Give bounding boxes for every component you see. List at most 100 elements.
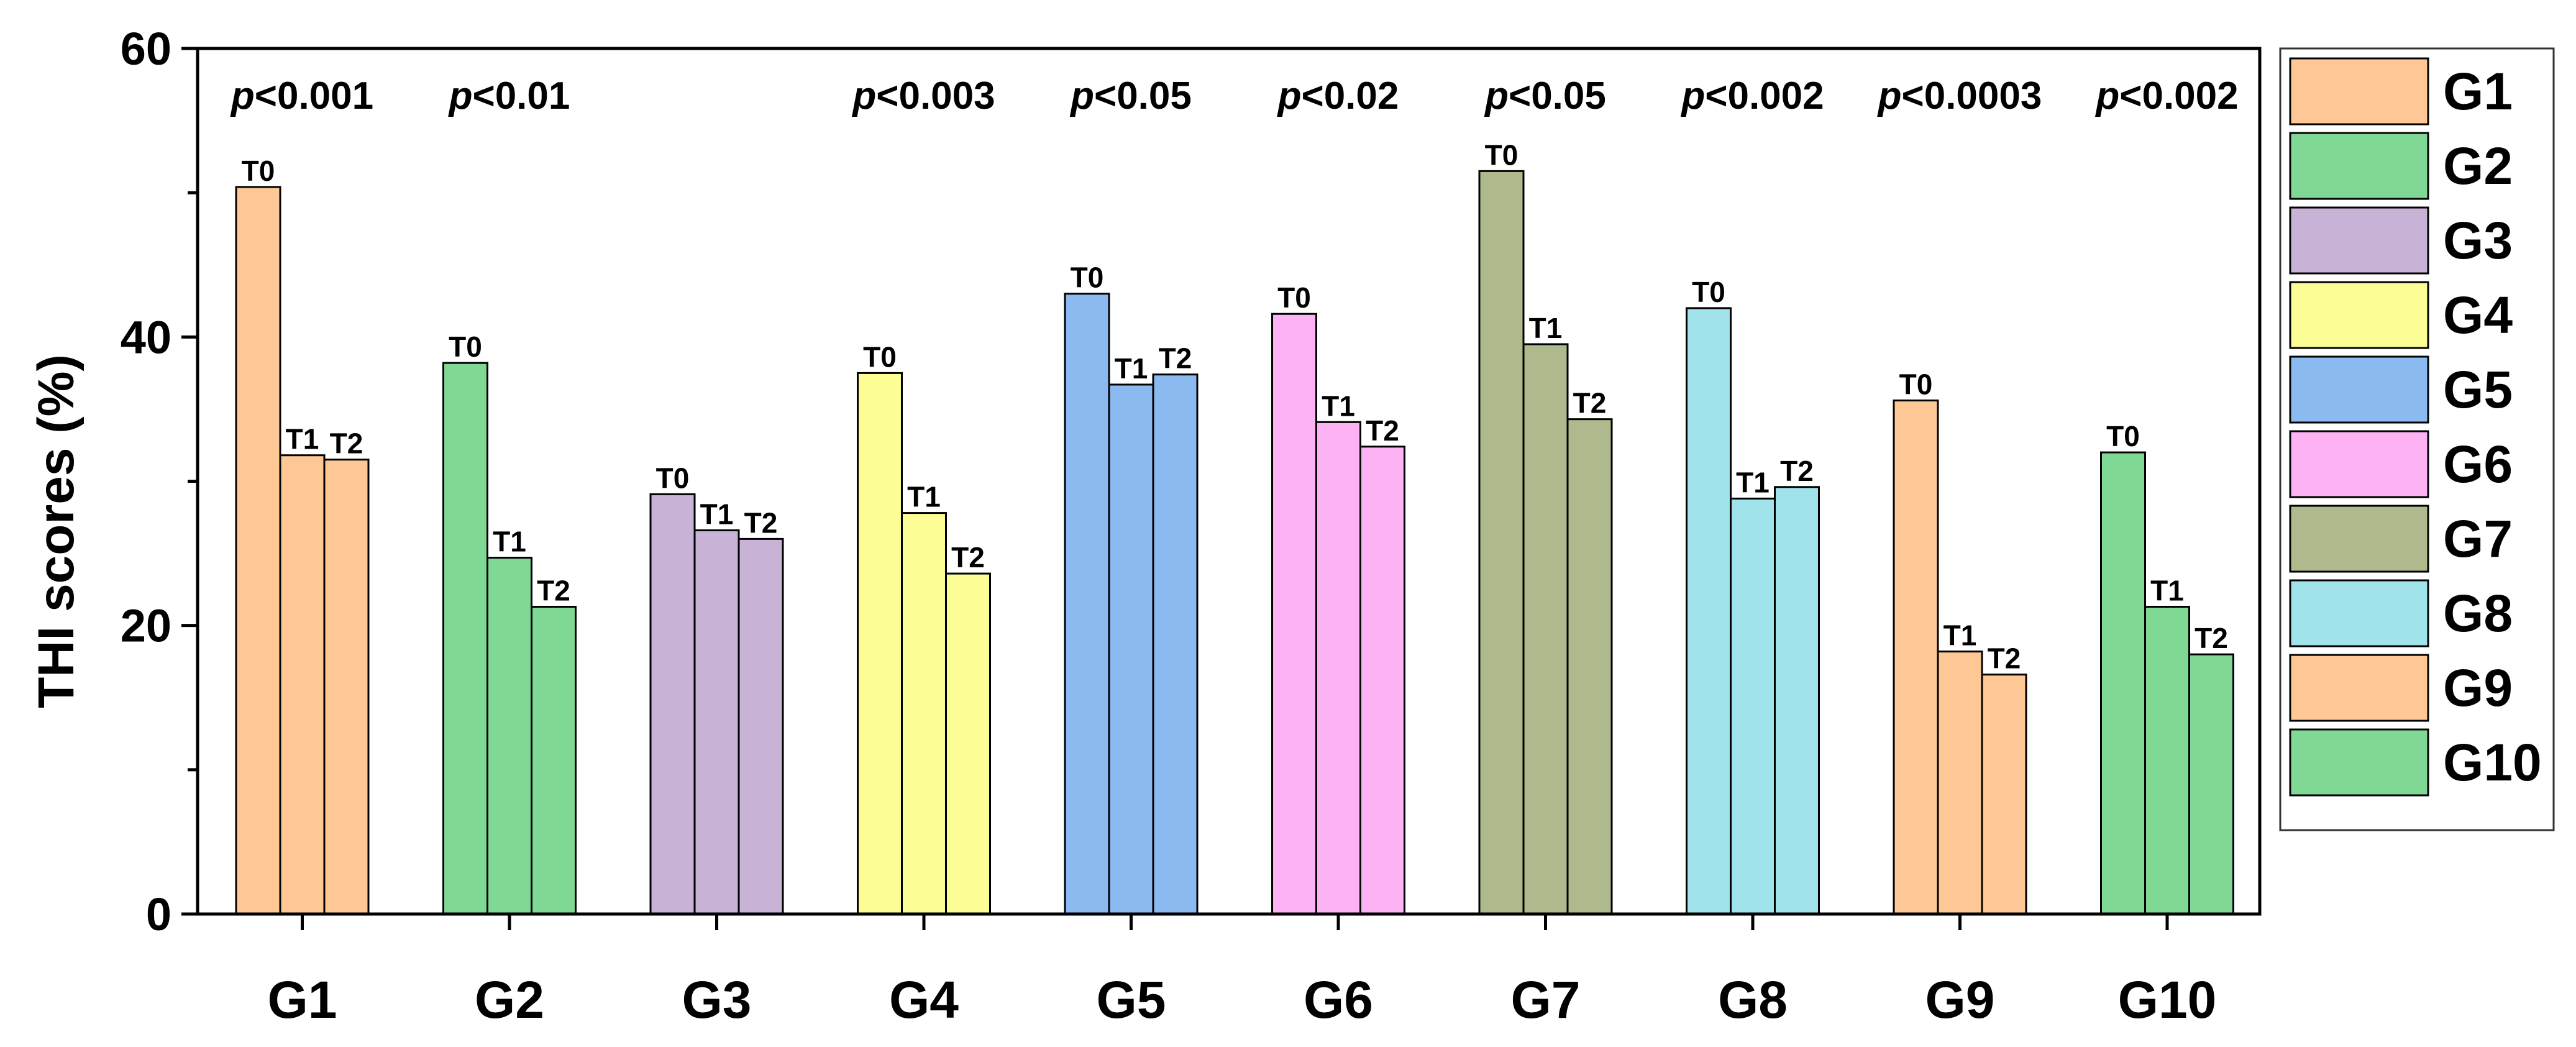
time-label-g3-t0: T0 (656, 462, 690, 494)
bar-g9-t1 (1937, 650, 1983, 915)
legend-label-g3: G3 (2443, 211, 2513, 270)
bar-g5-t2 (1152, 373, 1199, 915)
bar-g4-t1 (901, 512, 947, 915)
time-label-g7-t1: T1 (1529, 312, 1563, 344)
time-label-g6-t2: T2 (1366, 414, 1399, 447)
time-label-g8-t1: T1 (1736, 466, 1770, 498)
bar-g1-t2 (323, 459, 370, 915)
y-tick-label-60: 60 (121, 23, 171, 75)
x-tick-label-g9: G9 (1925, 971, 1994, 1029)
bar-g6-t0 (1271, 313, 1317, 915)
p-value-g7: p<0.05 (1484, 75, 1606, 117)
x-tick-label-g6: G6 (1304, 971, 1373, 1029)
legend-swatch-g7 (2289, 505, 2429, 573)
bar-g10-t2 (2188, 653, 2234, 915)
legend-label-g4: G4 (2443, 286, 2513, 344)
x-tick-label-g5: G5 (1096, 971, 1166, 1029)
p-value-g5: p<0.05 (1069, 75, 1192, 117)
bar-g9-t0 (1893, 399, 1939, 915)
p-value-g6: p<0.02 (1277, 75, 1399, 117)
x-tick-label-g3: G3 (682, 971, 751, 1029)
legend-swatch-g2 (2289, 132, 2429, 200)
legend-label-g2: G2 (2443, 137, 2513, 195)
bar-g5-t1 (1108, 383, 1154, 915)
time-label-g5-t0: T0 (1071, 262, 1104, 294)
plot-area: T0 T1 T2 G1 p<0.001 T0 T1 T2 G2 p<0.01 T0 T1 T2 G3 T0 T… (121, 23, 2262, 1029)
time-label-g8-t0: T0 (1692, 276, 1725, 308)
bar-g3-t1 (693, 529, 740, 915)
bar-g6-t1 (1315, 421, 1361, 915)
y-tick-label-0: 0 (146, 889, 171, 940)
bar-g10-t1 (2144, 605, 2190, 915)
time-label-g1-t0: T0 (242, 155, 275, 187)
bar-g7-t0 (1478, 170, 1525, 915)
legend-label-g10: G10 (2443, 733, 2542, 792)
bar-g3-t0 (649, 493, 696, 915)
time-label-g4-t0: T0 (863, 341, 897, 373)
time-label-g5-t2: T2 (1159, 342, 1192, 375)
bar-g7-t1 (1522, 343, 1569, 915)
legend-label-g7: G7 (2443, 510, 2513, 568)
legend-swatch-g5 (2289, 355, 2429, 424)
time-label-g2-t2: T2 (537, 574, 570, 606)
y-tick-label-20: 20 (121, 600, 171, 652)
p-value-g9: p<0.0003 (1877, 75, 2042, 117)
bar-g9-t2 (1981, 674, 2027, 915)
p-value-g8: p<0.002 (1680, 75, 1824, 117)
bar-g2-t2 (531, 605, 577, 915)
bar-g3-t2 (738, 537, 784, 915)
legend-label-g5: G5 (2443, 360, 2513, 419)
time-label-g3-t2: T2 (744, 506, 778, 539)
time-label-g9-t2: T2 (1988, 642, 2021, 675)
legend-label-g1: G1 (2443, 62, 2513, 121)
time-label-g6-t1: T1 (1322, 390, 1355, 422)
bar-g5-t0 (1064, 293, 1110, 915)
x-tick-label-g8: G8 (1718, 971, 1788, 1029)
p-value-g10: p<0.002 (2094, 75, 2238, 117)
bar-g8-t2 (1774, 486, 1820, 915)
time-label-g3-t1: T1 (700, 498, 734, 530)
x-tick-label-g10: G10 (2118, 971, 2217, 1029)
bar-g10-t0 (2100, 451, 2146, 915)
bar-g2-t0 (442, 362, 488, 915)
time-label-g7-t0: T0 (1485, 139, 1519, 171)
x-tick-label-g4: G4 (889, 971, 959, 1029)
legend-swatch-g10 (2289, 728, 2429, 797)
time-label-g6-t0: T0 (1277, 281, 1311, 314)
legend-label-g6: G6 (2443, 435, 2513, 493)
bar-g1-t0 (235, 186, 281, 915)
time-label-g10-t0: T0 (2106, 420, 2140, 452)
bar-g2-t1 (486, 557, 532, 915)
x-tick-label-g2: G2 (475, 971, 544, 1029)
bar-g4-t0 (857, 372, 903, 915)
time-label-g4-t2: T2 (951, 541, 985, 574)
legend-label-g8: G8 (2443, 584, 2513, 642)
legend-swatch-g9 (2289, 654, 2429, 722)
legend-swatch-g1 (2289, 57, 2429, 126)
time-label-g4-t1: T1 (907, 481, 941, 513)
legend-swatch-g8 (2289, 579, 2429, 647)
p-value-g4: p<0.003 (851, 75, 995, 117)
time-label-g10-t1: T1 (2150, 574, 2184, 606)
bar-g8-t1 (1730, 497, 1776, 915)
time-label-g1-t1: T1 (286, 423, 319, 455)
bar-g1-t1 (279, 454, 326, 915)
time-label-g9-t0: T0 (1899, 368, 1933, 400)
time-label-g10-t2: T2 (2195, 622, 2228, 654)
legend-swatch-g4 (2289, 281, 2429, 349)
time-label-g2-t0: T0 (449, 331, 482, 363)
bar-g4-t2 (945, 572, 991, 915)
time-label-g1-t2: T2 (330, 427, 363, 460)
bar-g7-t2 (1566, 418, 1613, 915)
legend-swatch-g3 (2289, 206, 2429, 275)
legend: G1 G2 G3 G4 G5 G6 G7 G8 G9 G10 (2279, 47, 2555, 831)
bar-g6-t2 (1359, 446, 1405, 915)
legend-label-g9: G9 (2443, 659, 2513, 717)
y-axis-label: THI scores (%) (28, 354, 84, 708)
p-value-g2: p<0.01 (448, 75, 570, 117)
x-tick-label-g1: G1 (267, 971, 337, 1029)
bar-g8-t0 (1686, 307, 1732, 915)
x-tick-label-g7: G7 (1510, 971, 1580, 1029)
